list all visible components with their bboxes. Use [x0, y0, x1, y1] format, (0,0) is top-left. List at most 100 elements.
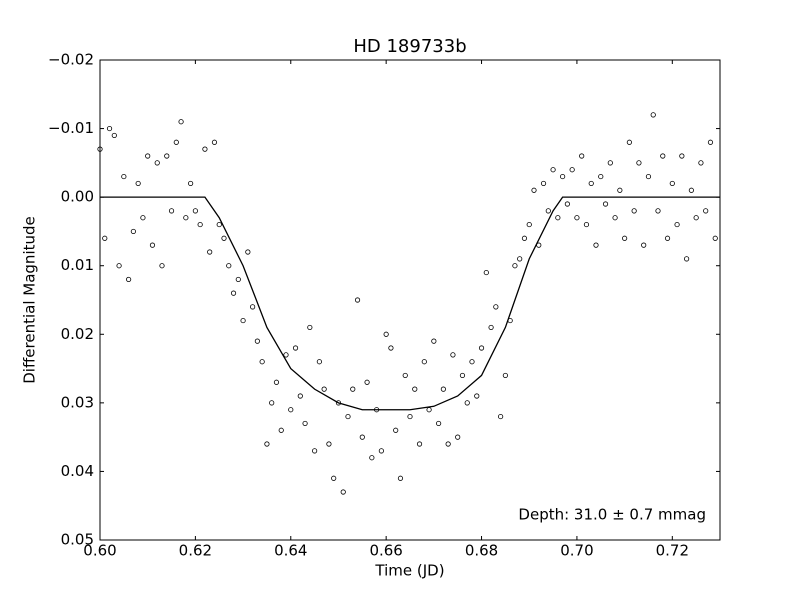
- y-tick-label: 0.01: [61, 256, 94, 274]
- data-point: [278, 427, 284, 433]
- y-tick-label: 0.03: [61, 393, 94, 411]
- data-point: [145, 153, 151, 159]
- data-point: [631, 208, 637, 214]
- data-point: [550, 167, 556, 173]
- data-point: [440, 386, 446, 392]
- data-point: [526, 221, 532, 228]
- data-point: [397, 475, 404, 481]
- data-point: [326, 441, 332, 447]
- data-point: [312, 448, 318, 454]
- data-point: [116, 263, 122, 269]
- data-point: [545, 208, 551, 214]
- data-point: [521, 235, 528, 241]
- data-point: [154, 160, 160, 166]
- data-point: [693, 215, 699, 221]
- data-point: [354, 297, 361, 303]
- data-point: [502, 372, 508, 379]
- data-point: [126, 276, 132, 283]
- data-point: [588, 180, 594, 187]
- data-point: [593, 242, 599, 248]
- data-point: [607, 160, 613, 166]
- x-tick-label: 0.60: [83, 542, 116, 560]
- data-point: [321, 386, 327, 392]
- data-point: [369, 455, 375, 461]
- annotation: Depth: 31.0 ± 0.7 mmag: [518, 506, 706, 524]
- x-tick-label: 0.70: [560, 542, 593, 560]
- data-point: [569, 167, 575, 173]
- data-point: [540, 180, 547, 187]
- data-point: [531, 187, 537, 193]
- data-point: [560, 173, 566, 180]
- data-point: [583, 221, 590, 228]
- data-point: [555, 215, 561, 221]
- data-point: [445, 441, 451, 447]
- data-point: [493, 304, 499, 310]
- data-point: [436, 420, 442, 427]
- data-point: [316, 359, 322, 365]
- y-tick-label: −0.02: [48, 51, 94, 69]
- data-point: [207, 249, 213, 255]
- data-point: [111, 132, 117, 139]
- data-point: [302, 420, 308, 427]
- data-point: [250, 304, 256, 310]
- data-point: [192, 208, 198, 214]
- model-line: [100, 196, 720, 411]
- data-point: [359, 434, 365, 440]
- data-point: [512, 263, 518, 269]
- data-point: [221, 235, 227, 241]
- data-point: [331, 475, 337, 481]
- data-point: [102, 235, 108, 241]
- data-point: [393, 427, 399, 433]
- data-point: [574, 215, 580, 221]
- data-point: [269, 400, 275, 406]
- data-point: [622, 235, 628, 241]
- y-tick-label: 0.00: [61, 188, 94, 206]
- data-point: [416, 441, 423, 447]
- data-point: [645, 173, 652, 180]
- x-tick-label: 0.72: [656, 542, 689, 560]
- data-point: [469, 359, 475, 365]
- data-point: [684, 256, 690, 262]
- data-point: [245, 249, 251, 255]
- data-point: [183, 215, 189, 221]
- data-point: [197, 221, 203, 228]
- data-point: [579, 153, 585, 159]
- data-point: [230, 290, 237, 296]
- data-point: [135, 180, 141, 187]
- x-axis-label: Time (JD): [374, 562, 444, 580]
- data-point: [216, 221, 222, 228]
- data-point: [450, 352, 456, 358]
- data-point: [674, 221, 680, 228]
- data-point: [159, 263, 165, 269]
- y-tick-label: 0.02: [61, 325, 94, 343]
- data-point: [664, 235, 671, 241]
- data-point: [655, 208, 661, 214]
- data-point: [598, 173, 604, 180]
- data-point: [407, 413, 413, 420]
- data-point: [459, 372, 466, 379]
- data-point: [707, 139, 714, 145]
- data-point: [288, 407, 294, 413]
- data-point: [168, 208, 175, 214]
- data-point: [188, 180, 194, 187]
- data-point: [283, 352, 289, 358]
- data-point: [297, 393, 303, 399]
- data-point: [703, 208, 709, 214]
- data-point: [178, 119, 184, 125]
- data-point: [483, 269, 489, 276]
- x-tick-label: 0.68: [465, 542, 498, 560]
- data-point: [617, 187, 623, 193]
- data-point: [149, 242, 156, 248]
- data-point: [488, 324, 494, 331]
- data-point: [517, 256, 523, 262]
- data-point: [226, 263, 232, 269]
- data-point: [412, 386, 418, 392]
- y-tick-label: 0.04: [61, 462, 94, 480]
- data-point: [421, 359, 427, 365]
- data-point: [340, 489, 346, 495]
- data-point: [660, 153, 666, 159]
- chart-title: HD 189733b: [353, 36, 466, 57]
- y-tick-label: −0.01: [48, 119, 94, 137]
- data-point: [378, 448, 384, 454]
